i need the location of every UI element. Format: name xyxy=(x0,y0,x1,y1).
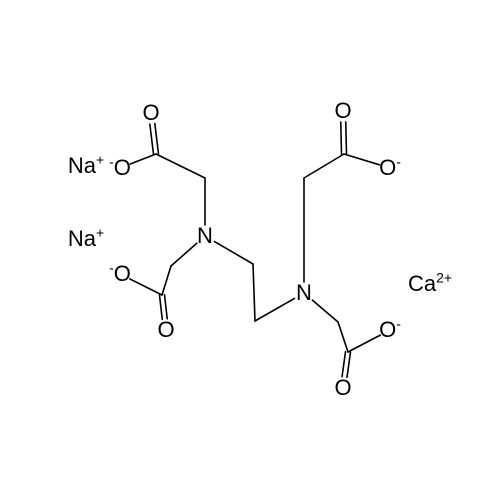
ion-na1: Na+ xyxy=(68,155,104,177)
atom-o4_dbl: O xyxy=(334,377,351,399)
atom-n2: N xyxy=(296,282,312,304)
ion-ca: Ca2+ xyxy=(408,273,452,295)
atom-o2_dbl: O xyxy=(157,319,174,341)
ion-na2: Na+ xyxy=(68,228,104,250)
atom-o3_neg: O- xyxy=(379,157,401,179)
atom-o4_neg: O- xyxy=(379,319,401,341)
atom-o1_dbl: O xyxy=(142,102,159,124)
atom-n1: N xyxy=(197,225,213,247)
atom-o3_dbl: O xyxy=(334,100,351,122)
atom-o2_neg: -O xyxy=(109,263,131,285)
atom-o1_neg: -O xyxy=(109,157,131,179)
chemical-structure-canvas: NNO-OO-OOO-OO-Na+Na+Ca2+ xyxy=(0,0,500,500)
